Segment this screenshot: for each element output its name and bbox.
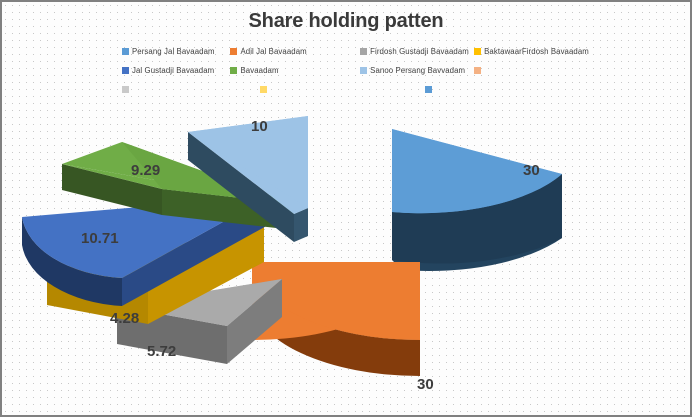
legend-swatch-icon [260,86,267,93]
legend-row: Persang Jal Bavaadam Adil Jal Bavaadam F… [122,42,592,61]
legend-item-sanoo-persang-bavvadam[interactable]: Sanoo Persang Bavvadam [360,61,474,80]
legend-item-label: Firdosh Gustadji Bavaadam [370,47,469,56]
legend-item-firdosh-gustadji-bavaadam[interactable]: Firdosh Gustadji Bavaadam [360,42,474,61]
data-label-jal-gustadji-bavaadam: 10.71 [81,230,119,247]
legend-item-persang-jal-bavaadam[interactable]: Persang Jal Bavaadam [122,42,230,61]
data-label-adil-jal-bavaadam: 30 [417,376,434,393]
legend-swatch-icon [230,67,238,74]
pie-slice-persang-jal-bavaadam[interactable] [392,129,562,272]
legend-item-label: Persang Jal Bavaadam [132,47,215,56]
data-label-sanoo-persang-bavvadam: 10 [251,118,268,135]
chart-legend: Persang Jal Bavaadam Adil Jal Bavaadam F… [122,42,592,99]
data-label-baktawaarfirdosh-bavaadam: 4.28 [110,310,140,327]
legend-item-adil-jal-bavaadam[interactable]: Adil Jal Bavaadam [230,42,360,61]
chart-title: Share holding patten [248,10,444,32]
legend-item-label: Bavaadam [240,66,279,75]
data-label-firdosh-gustadji-bavaadam: 5.72 [147,343,177,360]
legend-item-label: Jal Gustadji Bavaadam [132,66,215,75]
data-label-bavaadam: 9.29 [131,162,161,179]
legend-swatch-icon [425,86,432,93]
pie-chart-plot-area: 10 9.29 10.71 4.28 5.72 30 30 [2,102,690,415]
legend-item-bavaadam[interactable]: Bavaadam [230,61,360,80]
legend-item-unlabeled-gold[interactable] [260,80,425,99]
legend-swatch-icon [474,48,482,55]
legend-item-label: Adil Jal Bavaadam [240,47,307,56]
legend-item-label: BaktawaarFirdosh Bavaadam [484,47,589,56]
legend-row: Jal Gustadji Bavaadam Bavaadam Sanoo Per… [122,61,592,80]
legend-swatch-icon [474,67,482,74]
legend-item-jal-gustadji-bavaadam[interactable]: Jal Gustadji Bavaadam [122,61,230,80]
pie-slice-adil-jal-bavaadam[interactable] [252,262,420,376]
legend-item-label: Sanoo Persang Bavvadam [370,66,466,75]
legend-item-baktawaarfirdosh-bavaadam[interactable]: BaktawaarFirdosh Bavaadam [474,42,592,61]
legend-swatch-icon [230,48,238,55]
legend-swatch-icon [122,67,129,74]
legend-item-unlabeled-gray[interactable] [122,80,260,99]
legend-item-unlabeled-peach[interactable] [474,61,592,80]
legend-swatch-icon [122,86,129,93]
legend-item-unlabeled-blue[interactable] [425,80,570,99]
legend-swatch-icon [122,48,129,55]
legend-swatch-icon [360,67,368,74]
legend-row [122,80,592,99]
legend-swatch-icon [360,48,368,55]
data-label-persang-jal-bavaadam: 30 [523,162,540,179]
pie-chart-svg [22,116,562,376]
pie-slice-sanoo-persang-bavvadam[interactable] [188,116,308,242]
